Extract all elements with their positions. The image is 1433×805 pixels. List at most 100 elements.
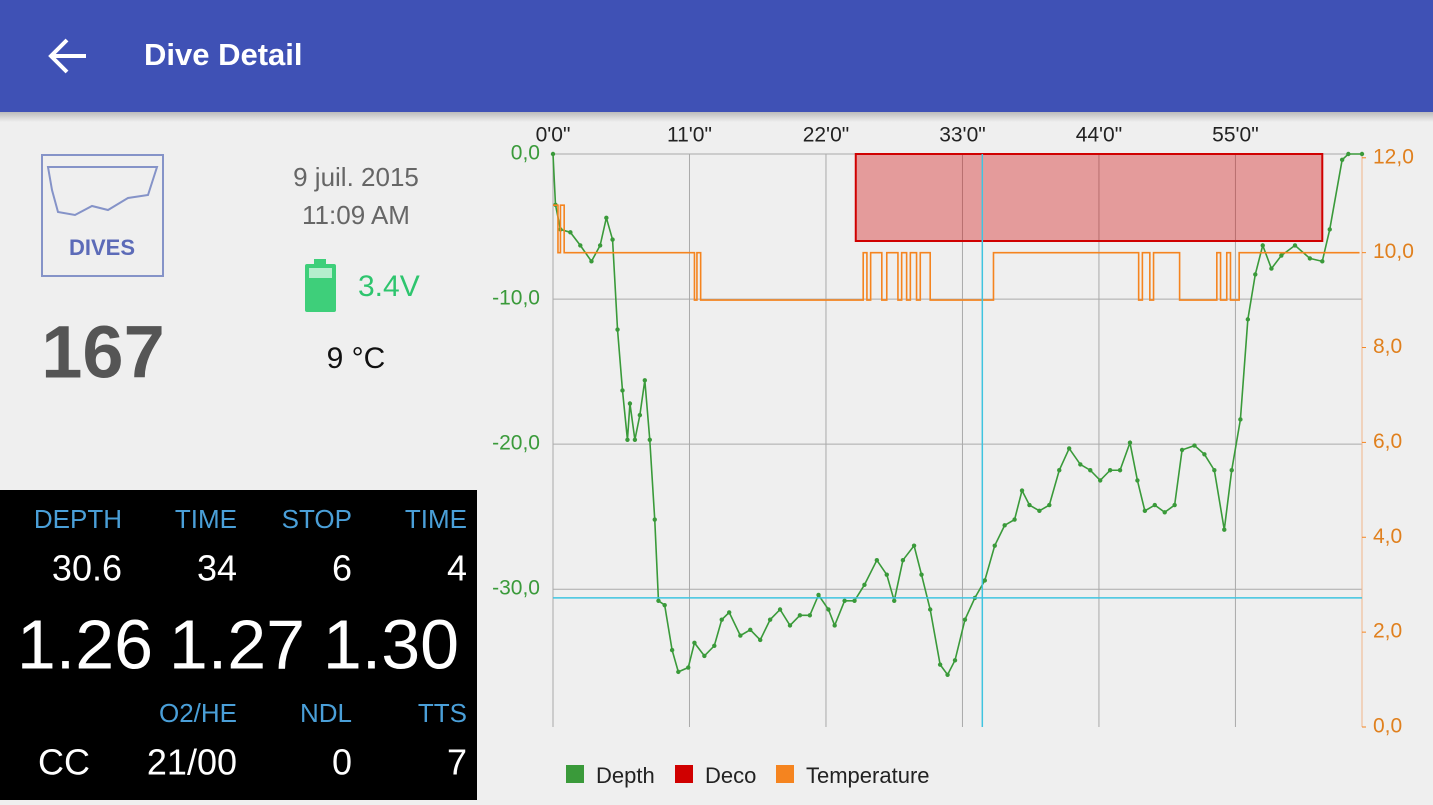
legend-swatch — [675, 765, 693, 783]
readout-label: TIME — [175, 504, 237, 534]
point — [726, 610, 732, 615]
point — [884, 572, 889, 577]
point — [1152, 502, 1157, 508]
point — [738, 633, 743, 638]
point — [911, 543, 917, 548]
point — [1260, 243, 1265, 248]
point — [676, 669, 681, 675]
point — [832, 623, 837, 628]
point — [589, 259, 594, 264]
legend-label: Deco — [705, 763, 756, 788]
point — [1019, 488, 1025, 493]
point — [1127, 440, 1133, 445]
point — [982, 578, 987, 583]
point — [945, 672, 950, 677]
point — [1245, 317, 1251, 322]
point — [692, 640, 697, 646]
readout-label: DEPTH — [34, 504, 122, 534]
line — [552, 153, 1362, 677]
water-temperature: 9 °C — [327, 342, 386, 375]
point — [610, 237, 615, 242]
y-tick-label: -30,0 — [492, 577, 540, 600]
point — [1172, 502, 1177, 508]
y-tick-label: 0,0 — [511, 142, 540, 165]
point — [1012, 517, 1017, 522]
dive-date: 9 juil. 2015 — [293, 162, 419, 192]
point — [578, 243, 583, 248]
battery-empty — [309, 268, 332, 278]
readout-label: TIME — [405, 504, 467, 534]
area — [854, 153, 1324, 243]
dive-logo: DIVES — [41, 154, 164, 277]
point — [1066, 446, 1072, 451]
y2-tick-label: 0,0 — [1373, 715, 1402, 738]
point — [1057, 468, 1062, 473]
point — [852, 598, 857, 603]
point — [642, 378, 648, 383]
point — [900, 557, 906, 563]
readout-value: 7 — [447, 742, 467, 783]
point — [1202, 452, 1207, 457]
ppo2-value: 1.30 — [323, 605, 459, 683]
ppo2-value: 1.26 — [17, 605, 153, 683]
point — [1107, 468, 1113, 473]
point — [620, 388, 625, 393]
point — [1179, 447, 1185, 453]
point — [1142, 508, 1148, 514]
point — [1339, 157, 1345, 163]
readout-label: NDL — [300, 698, 352, 728]
point — [767, 617, 773, 622]
y2-tick-label: 10,0 — [1373, 240, 1414, 263]
point — [992, 543, 997, 548]
point — [797, 613, 803, 618]
point — [937, 662, 943, 667]
logo-wave — [46, 166, 159, 217]
point — [647, 437, 652, 442]
readout-label: TTS — [418, 698, 467, 728]
point — [816, 592, 821, 598]
computer-readout: DEPTH TIME STOP TIME 30.6 34 6 4 1.26 1.27 1.30 O2/… — [17, 504, 467, 783]
point — [777, 607, 783, 612]
readout-value: 21/00 — [147, 742, 237, 783]
point — [1222, 527, 1227, 532]
readout-value: 6 — [332, 548, 352, 589]
point — [662, 602, 667, 608]
x-tick-label: 0'0" — [536, 124, 571, 147]
point — [826, 607, 831, 612]
point — [656, 598, 661, 603]
point — [1002, 523, 1007, 528]
y2-tick-label: 2,0 — [1373, 620, 1402, 643]
battery-tip — [314, 259, 326, 265]
point — [1117, 468, 1123, 473]
point — [686, 665, 691, 670]
point — [787, 623, 793, 628]
point — [1292, 243, 1298, 248]
dive-time: 11:09 AM — [302, 200, 410, 230]
point — [1047, 502, 1052, 508]
point — [1359, 151, 1365, 157]
x-tick-label: 22'0" — [803, 124, 850, 147]
point — [962, 617, 968, 622]
readout-value: 0 — [332, 742, 352, 783]
back-arrow — [48, 38, 86, 74]
computer-panel — [0, 490, 477, 800]
point — [919, 572, 924, 577]
point — [1238, 417, 1243, 422]
point — [1162, 510, 1167, 515]
ppo2-value: 1.27 — [169, 605, 305, 683]
line — [553, 204, 1360, 301]
point — [1135, 478, 1140, 483]
x-tick-label: 44'0" — [1076, 124, 1123, 147]
point — [1027, 502, 1032, 508]
legend-label: Depth — [596, 763, 655, 788]
legend-swatch — [566, 765, 584, 783]
point — [637, 412, 643, 418]
point — [758, 637, 763, 643]
readout-label: O2/HE — [159, 698, 237, 728]
app-title: Dive Detail — [144, 37, 303, 72]
readout-label: STOP — [282, 504, 352, 534]
point — [862, 582, 867, 588]
dive-number: 167 — [41, 311, 164, 394]
back-button[interactable] — [48, 38, 86, 74]
